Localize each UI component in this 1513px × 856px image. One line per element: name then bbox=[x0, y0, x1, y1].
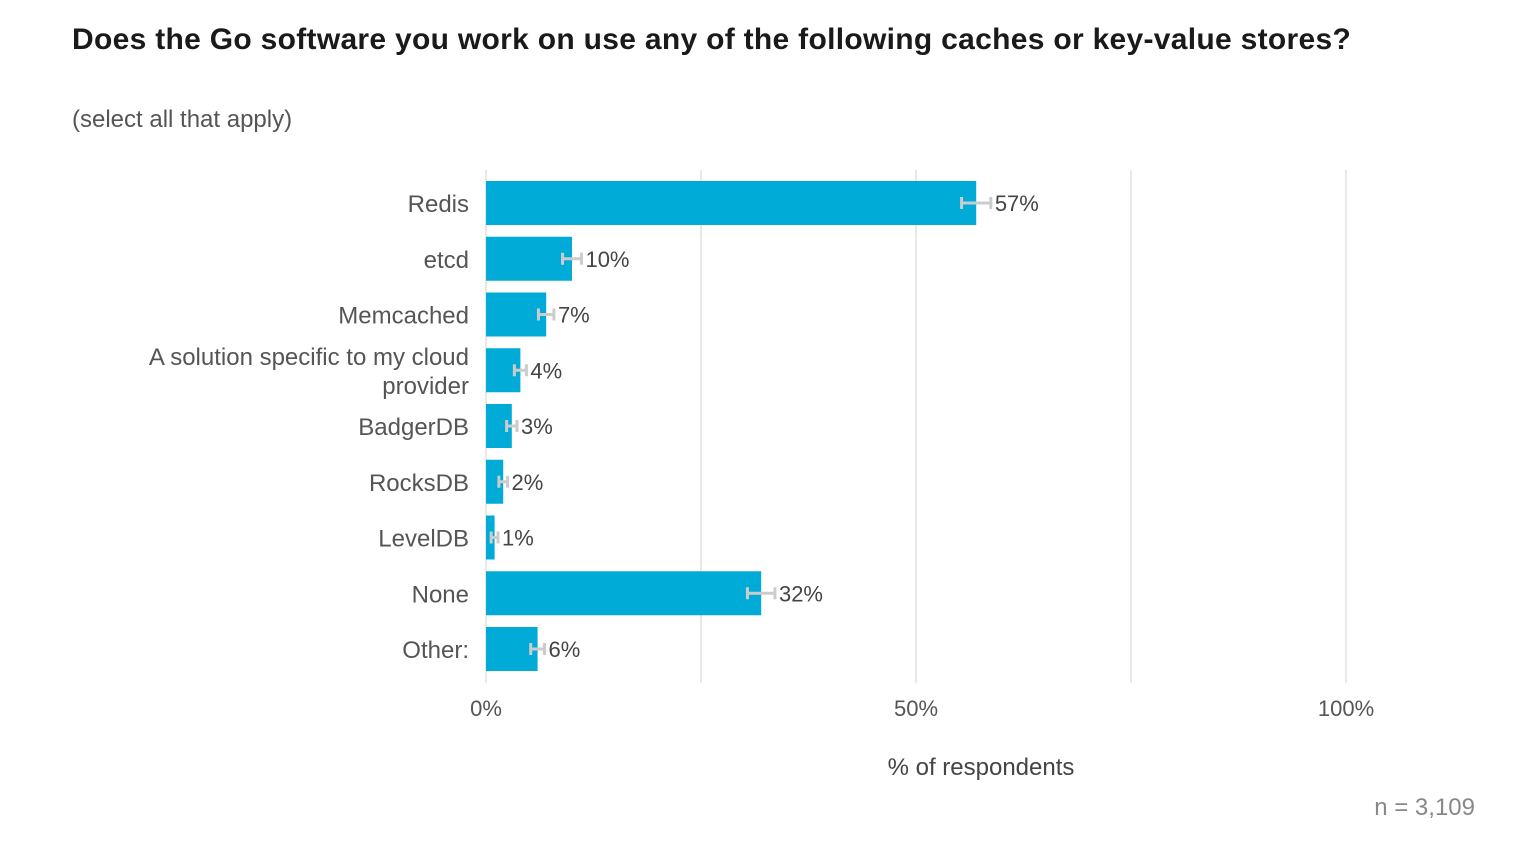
value-label: 4% bbox=[530, 358, 562, 383]
bar bbox=[486, 459, 504, 504]
value-label: 32% bbox=[779, 581, 823, 606]
error-bar bbox=[489, 531, 500, 544]
error-bar bbox=[745, 587, 777, 600]
chart-subtitle: (select all that apply) bbox=[72, 106, 293, 133]
value-label: 7% bbox=[558, 303, 590, 328]
category-label: LevelDB bbox=[378, 526, 469, 553]
category-label: None bbox=[412, 581, 469, 608]
error-bar bbox=[960, 197, 993, 209]
bar bbox=[486, 236, 572, 281]
category-label: A solution specific to my cloud provider bbox=[149, 344, 469, 400]
error-bar bbox=[497, 475, 509, 488]
category-label: Redis bbox=[408, 191, 469, 218]
category-label: etcd bbox=[424, 247, 469, 274]
category-label: BadgerDB bbox=[358, 414, 469, 441]
value-label: 2% bbox=[512, 470, 544, 495]
x-tick-label: 100% bbox=[1318, 696, 1374, 721]
x-axis-title: % of respondents bbox=[888, 754, 1075, 781]
sample-size-note: n = 3,109 bbox=[1374, 794, 1475, 821]
category-label: Memcached bbox=[338, 303, 469, 330]
chart-title: Does the Go software you work on use any… bbox=[72, 23, 1352, 56]
error-bar bbox=[529, 643, 546, 655]
error-bar bbox=[536, 308, 556, 321]
x-axis-ticks: 0% 50% 100% bbox=[470, 696, 1374, 721]
error-bar bbox=[512, 364, 528, 377]
value-label: 1% bbox=[502, 526, 534, 551]
bars: 57% 10% 7% 4% 3% 2% 1% 32% 6% bbox=[486, 181, 1039, 671]
value-label: 3% bbox=[521, 414, 553, 439]
error-bar bbox=[505, 420, 519, 432]
bar bbox=[486, 181, 977, 225]
category-label: RocksDB bbox=[369, 470, 469, 497]
x-tick-label: 50% bbox=[894, 696, 938, 721]
value-label: 6% bbox=[548, 637, 580, 662]
value-label: 57% bbox=[995, 191, 1039, 216]
category-labels: Redis etcd Memcached A solution specific to… bbox=[149, 191, 469, 664]
bar bbox=[486, 627, 538, 671]
bar bbox=[486, 571, 762, 616]
category-label: Other: bbox=[402, 637, 469, 664]
bar bbox=[486, 292, 547, 337]
error-bar bbox=[561, 252, 583, 265]
x-tick-label: 0% bbox=[470, 696, 502, 721]
value-label: 10% bbox=[585, 247, 629, 272]
